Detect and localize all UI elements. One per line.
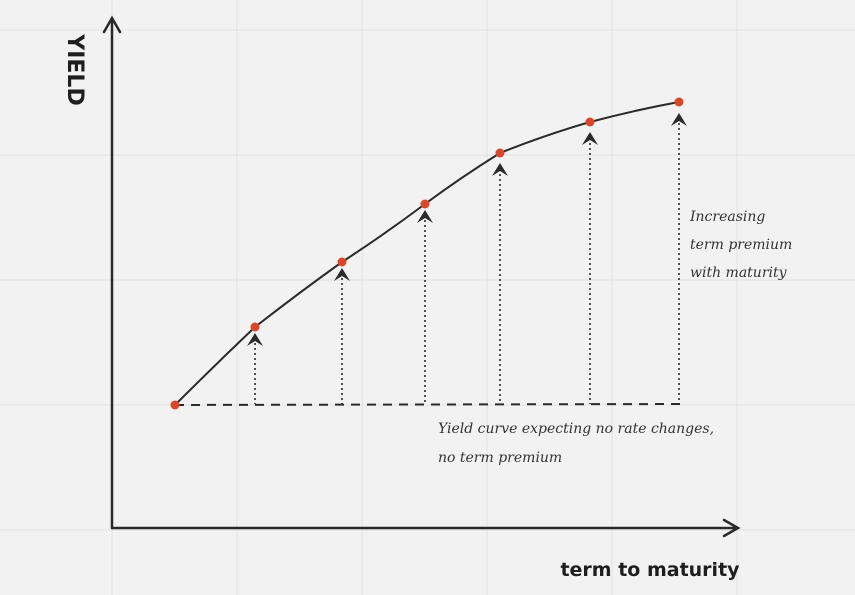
annotation-line: Increasing bbox=[689, 209, 765, 225]
annotation-line: no term premium bbox=[438, 450, 562, 466]
yield-curve bbox=[174, 101, 680, 406]
annotation-line: Yield curve expecting no rate changes, bbox=[438, 421, 714, 437]
annotation-line: term premium bbox=[690, 237, 792, 253]
curve-points bbox=[170, 97, 684, 410]
axes bbox=[102, 15, 741, 538]
y-axis-label: YIELD bbox=[62, 33, 87, 105]
annotation-line: with maturity bbox=[690, 265, 788, 281]
x-axis-label: term to maturity bbox=[560, 559, 740, 581]
premium-arrows bbox=[247, 113, 687, 346]
baseline bbox=[174, 403, 681, 406]
premium-lines bbox=[254, 118, 680, 404]
